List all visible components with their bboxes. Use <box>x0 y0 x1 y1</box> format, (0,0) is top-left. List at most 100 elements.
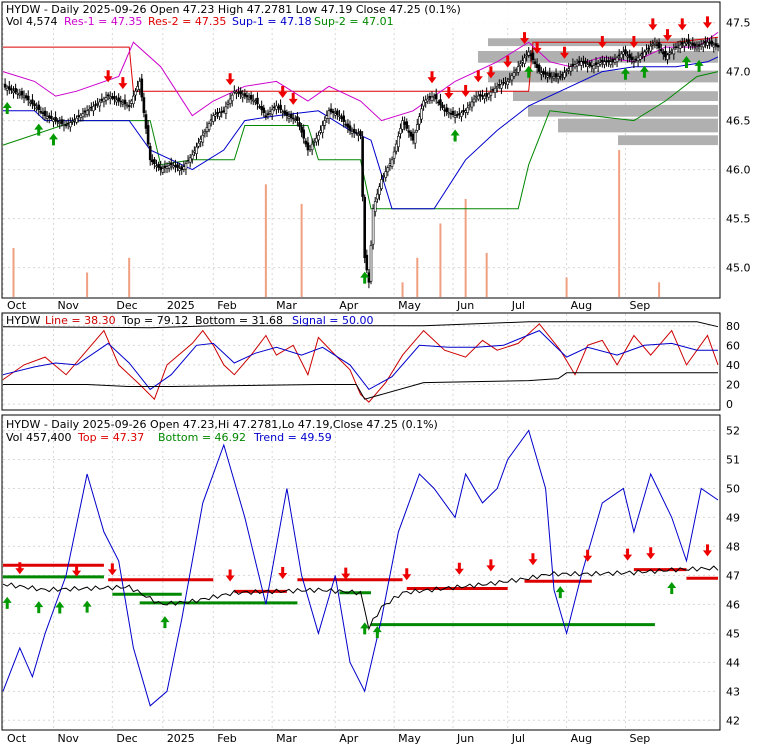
candle-body <box>184 163 188 170</box>
candle-body <box>64 124 68 127</box>
volume-bar <box>300 203 303 297</box>
candle-body <box>235 91 238 94</box>
candle-body <box>66 122 70 125</box>
candle-body <box>77 115 81 117</box>
candle-body <box>87 109 91 111</box>
sell-arrow <box>118 77 128 90</box>
candle-body <box>104 97 108 101</box>
trend-panel-frame <box>1 414 721 731</box>
candle-body <box>33 103 36 107</box>
candle-body <box>138 81 141 90</box>
sell-arrow <box>702 544 712 557</box>
candle-body <box>41 112 45 115</box>
candle-body <box>640 52 644 55</box>
volume-bar <box>401 282 404 297</box>
candle-body <box>380 179 383 189</box>
candle-body <box>567 68 570 71</box>
envelope-band <box>513 91 718 101</box>
sell-arrow <box>103 70 113 83</box>
y-tick-label: 51 <box>726 453 740 466</box>
buy-arrow <box>450 129 460 142</box>
trend-signal-arrows <box>2 544 712 639</box>
series-line-envelope <box>2 31 719 122</box>
sell-arrow <box>503 55 513 68</box>
candle-body <box>58 122 62 124</box>
candle-body <box>37 104 41 111</box>
candle-body <box>304 140 308 145</box>
series-line-sup <box>2 71 719 210</box>
candle-body <box>378 186 381 195</box>
res1-label: Res-1 = 47.35 <box>64 15 142 28</box>
candle-body <box>60 119 64 124</box>
candle-body <box>35 107 38 110</box>
sell-arrow <box>702 16 712 29</box>
candle-body <box>83 110 87 113</box>
candle-body <box>624 49 627 55</box>
candle-body <box>169 162 173 165</box>
candle-body <box>706 41 709 46</box>
candle-body <box>260 106 263 111</box>
candle-body <box>289 114 293 118</box>
candle-body <box>100 98 104 101</box>
y-tick-label: 49 <box>726 511 740 524</box>
candle-body <box>453 115 457 118</box>
candle-body <box>239 90 242 95</box>
buy-arrow <box>681 56 691 68</box>
candle-body <box>376 193 379 200</box>
candle-body <box>294 119 297 121</box>
candle-body <box>415 124 419 131</box>
x-tick-label: Jun <box>456 299 474 312</box>
candle-body <box>657 41 661 49</box>
candle-body <box>228 98 232 104</box>
candle-body <box>308 146 312 150</box>
candle-body <box>207 123 211 130</box>
y-tick-label: 46 <box>726 598 740 611</box>
candle-body <box>521 60 524 63</box>
buy-arrow <box>620 67 630 80</box>
candle-body <box>445 107 449 113</box>
candle-body <box>500 84 503 89</box>
buy-arrow <box>34 601 44 614</box>
candle-body <box>251 99 255 102</box>
envelope-band <box>478 51 718 63</box>
candle-body <box>708 41 711 44</box>
candle-body <box>558 76 562 78</box>
candle-body <box>666 54 669 60</box>
candle-body <box>254 100 257 103</box>
candle-body <box>474 95 478 98</box>
sell-arrow <box>461 85 471 97</box>
candle-body <box>451 110 455 116</box>
candle-body <box>193 150 196 153</box>
candle-body <box>394 143 398 152</box>
candle-body <box>573 64 577 68</box>
trend-panel: 52 51 50 49 48 47 46 45 44 43 42 Oct Nov Dec 2025 Feb M… <box>1 414 740 745</box>
candle-body <box>165 166 169 169</box>
candle-body <box>45 116 49 119</box>
candle-body <box>659 49 663 52</box>
candle-body <box>230 94 234 102</box>
candle-body <box>354 132 358 134</box>
candle-body <box>277 106 280 109</box>
candle-body <box>203 131 207 134</box>
candle-body <box>50 115 53 119</box>
candle-body <box>676 45 680 48</box>
candle-body <box>281 111 284 114</box>
candle-body <box>233 90 236 93</box>
candle-body <box>495 86 499 89</box>
candle-body <box>98 101 102 107</box>
candle-body <box>336 110 339 116</box>
candle-body <box>157 163 160 168</box>
candle-body <box>73 119 76 121</box>
sell-arrow <box>677 18 687 31</box>
candle-body <box>712 44 716 48</box>
trend-lines <box>2 429 719 707</box>
candle-body <box>12 90 15 94</box>
candle-body <box>287 116 291 119</box>
candle-body <box>306 142 310 151</box>
candle-body <box>401 120 404 130</box>
candle-body <box>352 128 356 133</box>
candle-body <box>668 52 671 55</box>
candle-body <box>672 48 676 55</box>
candle-body <box>56 120 59 123</box>
